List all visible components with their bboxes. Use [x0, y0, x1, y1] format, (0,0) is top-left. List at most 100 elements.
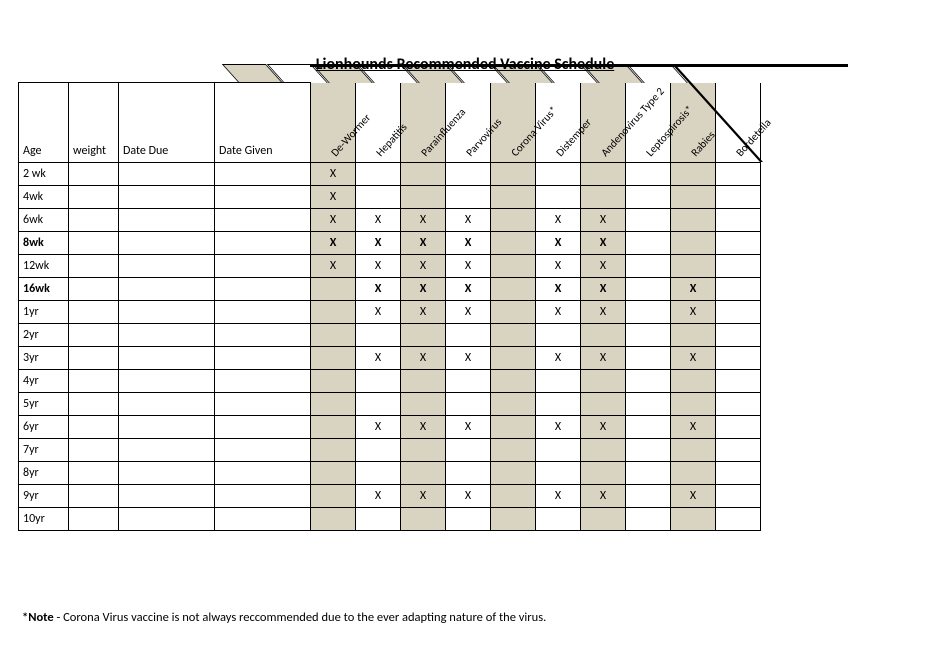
age-cell: 12wk	[19, 255, 69, 278]
table-row: 8wkXXXXXX	[19, 232, 761, 255]
vaccine-cell	[671, 370, 716, 393]
date-given-cell	[215, 485, 311, 508]
vaccine-cell: X	[446, 209, 491, 232]
date-given-cell	[215, 508, 311, 531]
vaccine-cell: X	[581, 232, 626, 255]
footnote: *Note - Corona Virus vaccine is not alwa…	[22, 610, 546, 625]
vaccine-cell: X	[536, 301, 581, 324]
vaccine-cell	[446, 186, 491, 209]
vaccine-column-header	[536, 83, 581, 163]
vaccine-cell: X	[446, 301, 491, 324]
age-cell: 2 wk	[19, 163, 69, 186]
vaccine-cell	[626, 370, 671, 393]
table-row: 7yr	[19, 439, 761, 462]
vaccine-cell	[716, 255, 761, 278]
vaccine-cell	[671, 439, 716, 462]
vaccine-schedule-table: AgeweightDate DueDate Given 2 wk X 4wk X 6wk X…	[18, 82, 761, 531]
column-header: weight	[69, 83, 119, 163]
date-due-cell	[119, 508, 215, 531]
table-row: 2yr	[19, 324, 761, 347]
vaccine-cell: X	[446, 232, 491, 255]
vaccine-cell	[716, 462, 761, 485]
vaccine-cell: X	[671, 485, 716, 508]
vaccine-cell	[311, 439, 356, 462]
vaccine-cell	[401, 186, 446, 209]
vaccine-column-header	[671, 83, 716, 163]
vaccine-cell	[311, 278, 356, 301]
weight-cell	[69, 485, 119, 508]
vaccine-cell: X	[446, 416, 491, 439]
vaccine-cell	[356, 462, 401, 485]
vaccine-column-header	[581, 83, 626, 163]
vaccine-cell: X	[536, 255, 581, 278]
vaccine-cell	[446, 370, 491, 393]
vaccine-column-header	[716, 83, 761, 163]
vaccine-cell: X	[446, 255, 491, 278]
vaccine-cell	[626, 508, 671, 531]
table-row: 10yr	[19, 508, 761, 531]
date-due-cell	[119, 255, 215, 278]
date-due-cell	[119, 301, 215, 324]
date-given-cell	[215, 163, 311, 186]
age-cell: 8yr	[19, 462, 69, 485]
vaccine-cell	[716, 508, 761, 531]
age-cell: 9yr	[19, 485, 69, 508]
vaccine-column-header	[356, 83, 401, 163]
vaccine-cell	[716, 232, 761, 255]
vaccine-cell: X	[401, 278, 446, 301]
column-header: Age	[19, 83, 69, 163]
weight-cell	[69, 324, 119, 347]
date-given-cell	[215, 209, 311, 232]
date-due-cell	[119, 347, 215, 370]
vaccine-cell	[401, 393, 446, 416]
age-cell: 8wk	[19, 232, 69, 255]
vaccine-cell	[626, 393, 671, 416]
date-due-cell	[119, 439, 215, 462]
vaccine-cell	[401, 163, 446, 186]
vaccine-cell	[491, 232, 536, 255]
vaccine-cell: X	[311, 209, 356, 232]
vaccine-cell: X	[671, 347, 716, 370]
weight-cell	[69, 186, 119, 209]
date-due-cell	[119, 163, 215, 186]
vaccine-cell: X	[401, 485, 446, 508]
table-row: 4yr	[19, 370, 761, 393]
vaccine-cell: X	[356, 255, 401, 278]
vaccine-cell: X	[536, 209, 581, 232]
vaccine-cell	[716, 439, 761, 462]
vaccine-cell: X	[581, 255, 626, 278]
vaccine-cell: X	[671, 416, 716, 439]
vaccine-cell	[716, 393, 761, 416]
vaccine-cell	[356, 186, 401, 209]
age-cell: 2yr	[19, 324, 69, 347]
age-cell: 4wk	[19, 186, 69, 209]
vaccine-cell	[626, 163, 671, 186]
vaccine-cell	[491, 416, 536, 439]
vaccine-cell	[536, 508, 581, 531]
vaccine-cell	[491, 347, 536, 370]
table-row: 6wkXXXXXX	[19, 209, 761, 232]
vaccine-cell	[446, 324, 491, 347]
age-cell: 6wk	[19, 209, 69, 232]
vaccine-cell	[311, 462, 356, 485]
age-cell: 5yr	[19, 393, 69, 416]
date-given-cell	[215, 393, 311, 416]
date-due-cell	[119, 370, 215, 393]
table-row: 5yr	[19, 393, 761, 416]
vaccine-cell	[671, 393, 716, 416]
vaccine-cell	[671, 324, 716, 347]
age-cell: 4yr	[19, 370, 69, 393]
vaccine-cell: X	[446, 278, 491, 301]
column-header: Date Given	[215, 83, 311, 163]
vaccine-cell	[716, 324, 761, 347]
vaccine-cell	[626, 485, 671, 508]
table-row: 16wkXXXXXX	[19, 278, 761, 301]
date-due-cell	[119, 232, 215, 255]
column-header: Date Due	[119, 83, 215, 163]
vaccine-cell: X	[581, 416, 626, 439]
vaccine-cell	[626, 462, 671, 485]
vaccine-cell: X	[401, 255, 446, 278]
vaccine-cell	[311, 508, 356, 531]
vaccine-cell: X	[356, 485, 401, 508]
vaccine-cell	[491, 462, 536, 485]
